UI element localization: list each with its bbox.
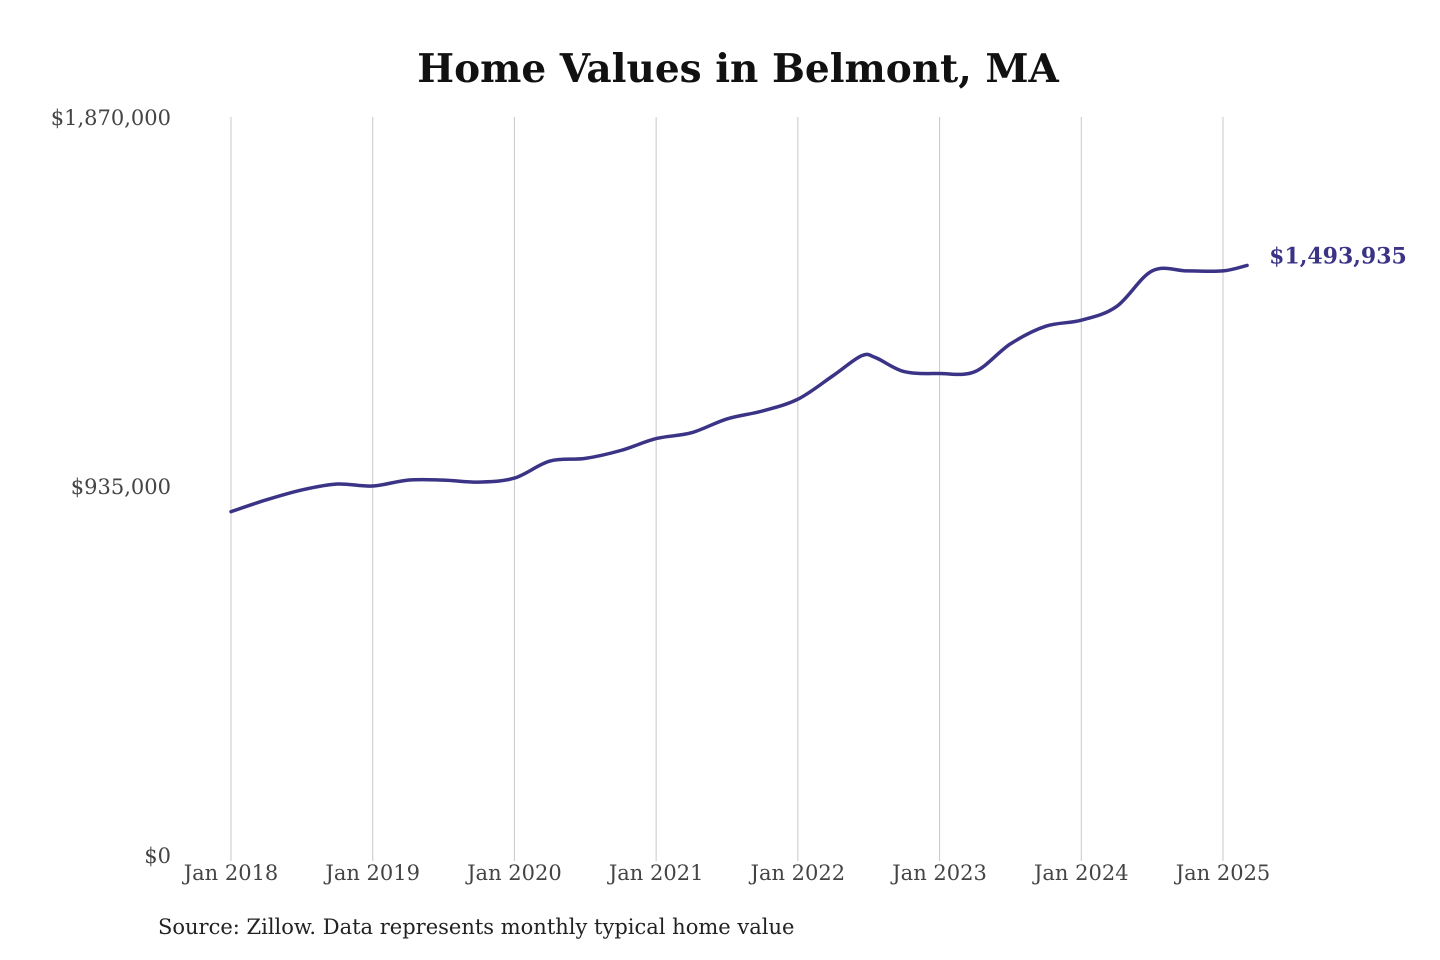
x-tick-label: Jan 2021 (607, 861, 704, 885)
x-tick-label: Jan 2018 (182, 861, 279, 885)
x-axis-ticks: Jan 2018 Jan 2019 Jan 2020 Jan 2021 Jan 2022… (182, 861, 1271, 885)
x-tick-label: Jan 2025 (1174, 861, 1271, 885)
x-tick-label: Jan 2022 (749, 861, 846, 885)
x-tick-label: Jan 2024 (1032, 861, 1129, 885)
y-tick-label: $1,870,000 (51, 106, 171, 130)
x-tick-label: Jan 2020 (465, 861, 562, 885)
series-layer: $1,493,935 (229, 243, 1407, 514)
source-note: Source: Zillow. Data represents monthly … (158, 915, 795, 939)
y-axis-ticks: $0 $935,000 $1,870,000 (51, 106, 171, 868)
y-tick-label: $935,000 (71, 475, 171, 499)
x-tick-label: Jan 2023 (890, 861, 987, 885)
end-value-label: $1,493,935 (1269, 243, 1407, 269)
y-tick-label: $0 (144, 844, 171, 868)
x-tick-label: Jan 2019 (323, 861, 420, 885)
vertical-gridlines (230, 117, 1224, 861)
series-line-0 (229, 263, 1249, 514)
chart-title: Home Values in Belmont, MA (417, 46, 1059, 92)
